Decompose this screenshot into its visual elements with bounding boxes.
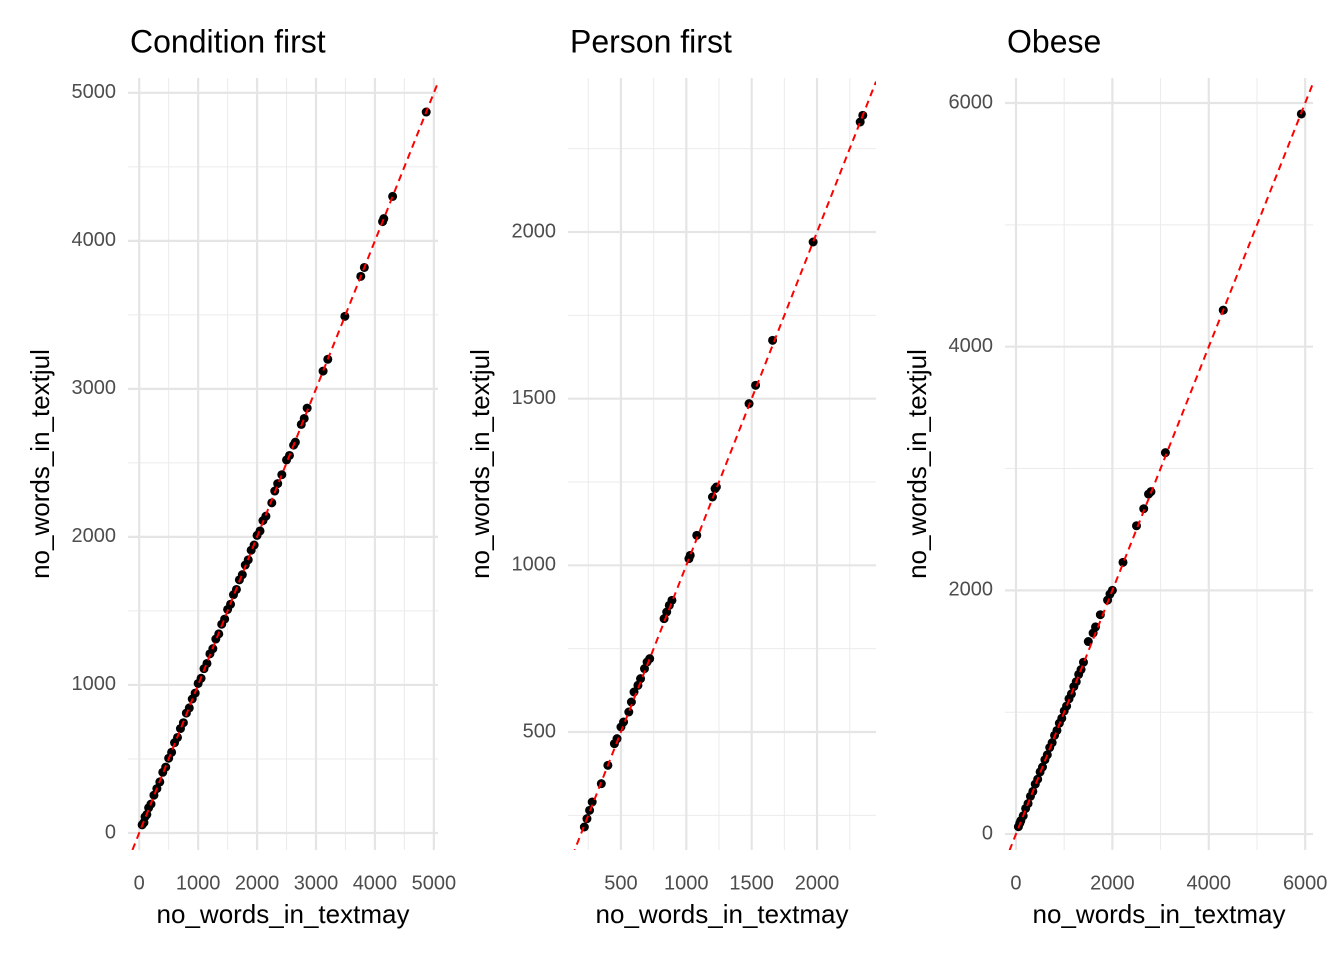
x-axis-title: no_words_in_textmay — [596, 899, 849, 929]
point — [237, 570, 247, 580]
point — [1057, 713, 1067, 723]
point — [1042, 750, 1052, 760]
point — [255, 526, 265, 536]
y-tick-label: 4000 — [949, 335, 994, 357]
x-tick-label: 1000 — [176, 872, 221, 894]
point — [579, 822, 589, 832]
point — [202, 658, 212, 668]
y-tick-label: 2000 — [949, 579, 994, 601]
x-tick-label: 4000 — [1187, 872, 1232, 894]
x-tick-label: 4000 — [353, 872, 398, 894]
x-tick-label: 2000 — [795, 872, 840, 894]
y-tick-label: 1500 — [512, 387, 557, 409]
point — [302, 403, 312, 413]
point — [277, 470, 287, 480]
reference-line — [131, 82, 438, 850]
point — [1139, 504, 1149, 514]
panel: 0 2000 4000 6000 0 2000 4000 6000 Obese no_words_… — [902, 23, 1328, 928]
point — [318, 366, 328, 376]
point — [1052, 725, 1062, 735]
point — [290, 437, 300, 447]
y-tick-label: 3000 — [72, 377, 117, 399]
point — [1047, 738, 1057, 748]
point — [645, 654, 655, 664]
point — [379, 214, 389, 224]
y-tick-label: 0 — [982, 822, 993, 844]
point — [612, 734, 622, 744]
point — [299, 413, 309, 423]
x-tick-label: 1500 — [729, 872, 774, 894]
point — [1062, 701, 1072, 711]
point — [626, 697, 636, 707]
point — [692, 530, 702, 540]
reference-line — [1008, 82, 1313, 850]
x-tick-label: 1000 — [664, 872, 709, 894]
x-tick-label: 2000 — [1090, 872, 1135, 894]
x-tick-label: 0 — [1010, 872, 1021, 894]
y-tick-label: 6000 — [949, 91, 994, 113]
x-tick-label: 5000 — [412, 872, 457, 894]
point — [261, 511, 271, 521]
point — [685, 550, 695, 560]
point — [1160, 448, 1170, 458]
point — [667, 595, 677, 605]
y-tick-label: 1000 — [512, 554, 557, 576]
x-tick-label: 0 — [134, 872, 145, 894]
x-tick-label: 3000 — [294, 872, 339, 894]
point — [711, 482, 721, 492]
y-axis-title: no_words_in_textjul — [465, 349, 495, 579]
reference-line — [573, 81, 876, 850]
point — [267, 498, 277, 508]
x-axis-title: no_words_in_textmay — [1033, 899, 1286, 929]
panel-title: Condition first — [130, 23, 326, 59]
y-tick-label: 0 — [105, 821, 116, 843]
y-tick-label: 1000 — [72, 673, 117, 695]
point — [1078, 657, 1088, 667]
panel-title: Person first — [570, 23, 732, 59]
point — [220, 614, 230, 624]
point — [273, 479, 283, 489]
point — [184, 703, 194, 713]
panel: 500 1000 1500 2000 500 1000 1500 2000 Person fir… — [465, 23, 876, 929]
panel-title: Obese — [1007, 23, 1101, 59]
y-tick-label: 5000 — [72, 81, 117, 103]
x-tick-label: 6000 — [1283, 872, 1328, 894]
panel: 0 1000 2000 3000 4000 5000 0 1000 2000 3000 4000 50… — [25, 23, 456, 928]
x-tick-label: 500 — [604, 872, 637, 894]
point — [624, 707, 634, 717]
x-axis-title: no_words_in_textmay — [157, 899, 410, 929]
y-tick-label: 500 — [523, 720, 556, 742]
y-axis-title: no_words_in_textjul — [902, 349, 932, 579]
y-tick-label: 2000 — [512, 220, 557, 242]
point — [808, 237, 818, 247]
point — [340, 311, 350, 321]
y-tick-label: 4000 — [72, 229, 117, 251]
x-tick-label: 2000 — [235, 872, 280, 894]
y-tick-label: 2000 — [72, 525, 117, 547]
point — [388, 191, 398, 201]
y-axis-title: no_words_in_textjul — [25, 349, 55, 579]
